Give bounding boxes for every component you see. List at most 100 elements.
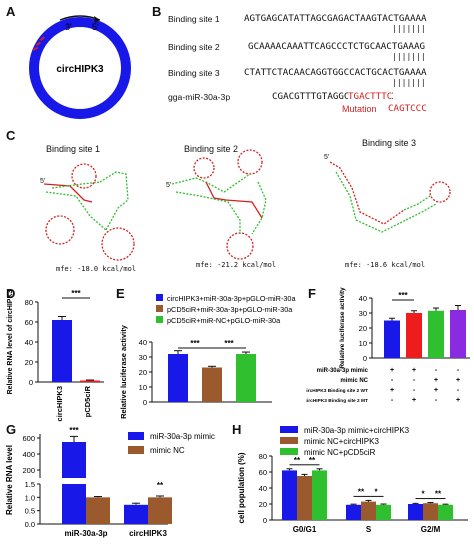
table-cell: - xyxy=(457,367,460,374)
table-row-label: mimic NC xyxy=(340,378,368,384)
legend-label: miR-30a-3p mimic+circHIPK3 xyxy=(304,426,410,435)
table-cell: + xyxy=(390,367,394,374)
arrow-head-icon xyxy=(94,16,100,23)
x-tick-label: G2/M xyxy=(421,525,441,534)
mirna-label: gga-miR-30a-3p xyxy=(168,92,231,102)
table-cell: + xyxy=(434,387,438,394)
legend-swatch xyxy=(156,305,163,312)
table-cell: + xyxy=(390,387,394,394)
mirna-seed-highlight: TGACTTTC xyxy=(348,91,393,102)
y-tick-label: 10 xyxy=(359,339,367,348)
bar xyxy=(312,470,327,520)
bar xyxy=(376,504,391,520)
panel-letter-g: G xyxy=(6,422,17,437)
y-axis-label: Relative RNA level xyxy=(5,445,14,515)
y-tick-label: 0 xyxy=(263,516,267,525)
y-tick-label: 30 xyxy=(139,353,147,362)
y-tick-label: 80 xyxy=(25,298,33,307)
structure-1 xyxy=(43,163,135,261)
pairing-bars-3: ||||||| xyxy=(392,78,426,87)
x-tick-label: G0/G1 xyxy=(293,525,317,534)
table-cell: - xyxy=(391,397,394,404)
mirna-seq: CGACGTTTGTAGGCTGACTTTC xyxy=(272,91,394,102)
sig-label: *** xyxy=(224,339,234,348)
bar xyxy=(408,504,423,520)
panel-letter-h: H xyxy=(232,422,242,437)
panel-letter-e: E xyxy=(116,286,125,301)
y-axis-label: cell population (%) xyxy=(237,452,246,523)
panel-letter-b: B xyxy=(152,4,162,19)
table-cell: - xyxy=(413,387,416,394)
sig-label: *** xyxy=(398,291,408,300)
table-cell: + xyxy=(434,377,438,384)
table-cell: - xyxy=(457,387,460,394)
structure-1-5prime: 5' xyxy=(40,178,46,185)
bar xyxy=(384,320,400,358)
legend-swatch xyxy=(128,432,144,440)
x-tick-label: circHIPK3 xyxy=(55,386,64,421)
rna-structure-drawings xyxy=(43,149,451,261)
chart-g: 200 400 600 0.0 0.5 1.0 1.5 Relative RNA level m… xyxy=(5,426,215,538)
y-tick-label: 20 xyxy=(259,500,267,509)
y-axis-label: Relative luciferase activity xyxy=(119,324,128,419)
legend-swatch xyxy=(280,437,298,444)
bar xyxy=(361,501,376,520)
sig-label: ** xyxy=(309,456,316,465)
bar xyxy=(346,504,361,520)
chart-f: 0 10 20 30 40 Relative luciferase activity ***… xyxy=(306,287,470,404)
legend-swatch xyxy=(156,294,163,301)
bar-lower xyxy=(62,484,86,524)
legend-label: mimic NC+circHIPK3 xyxy=(304,437,379,446)
site-mark xyxy=(32,46,39,51)
mutation-seq: CAGTCCC xyxy=(388,103,427,114)
bar xyxy=(52,320,72,382)
structure-3-mfe: mfe: -18.6 kcal/mol xyxy=(345,261,426,269)
sig-label: * xyxy=(421,490,425,499)
table-cell: - xyxy=(435,397,438,404)
panel-letter-a: A xyxy=(6,4,16,19)
bar xyxy=(80,380,100,382)
structure-2-5prime: 5' xyxy=(166,182,172,189)
binding-site-3-seq: CTATTCTACAACAGGTGGCCACTGCACTGAAAA xyxy=(244,67,427,78)
y-axis-label: Relative luciferase activity xyxy=(339,287,346,369)
sig-label: * xyxy=(374,487,378,496)
chart-h: miR-30a-3p mimic+circHIPK3 mimic NC+circH… xyxy=(237,426,468,534)
binding-site-2-label: Binding site 2 xyxy=(168,42,220,52)
legend-label: miR-30a-3p mimic xyxy=(150,432,215,441)
y-axis-label: Relative RNA level of circHIPK3 xyxy=(7,290,14,395)
table-cell: + xyxy=(456,397,460,404)
x-tick-label: pCD5ciR xyxy=(83,385,92,417)
legend-swatch xyxy=(280,426,298,433)
y-tick-label: 60 xyxy=(259,468,267,477)
structure-3 xyxy=(329,161,451,233)
bar-upper xyxy=(62,442,86,478)
five-prime-label: 5' xyxy=(92,22,99,32)
binding-site-1-label: Binding site 1 xyxy=(168,14,220,24)
pairing-bars-2: ||||||| xyxy=(392,52,426,61)
binding-site-2-seq: GCAAAACAAATTCAGCCCTCTGCAACTGAAAG xyxy=(248,41,426,52)
y-tick-label: 40 xyxy=(25,338,33,347)
table-cell: - xyxy=(391,377,394,384)
site-mark xyxy=(39,36,45,42)
table-cell: + xyxy=(412,397,416,404)
table-row-label: circHIPK3 Binding site 2 MT xyxy=(306,398,368,404)
bar xyxy=(124,504,148,524)
bar xyxy=(297,476,312,520)
legend-label: mimic NC+pCD5ciR xyxy=(304,448,376,457)
table-cell: - xyxy=(413,377,416,384)
legend-swatch xyxy=(128,446,144,454)
y-tick-label: 20 xyxy=(139,368,147,377)
bar xyxy=(168,354,188,402)
binding-site-1-seq: AGTGAGCATATTAGCGAGACTAAGTACTGAAAA xyxy=(244,13,427,24)
legend-label: mimic NC xyxy=(150,446,185,455)
structure-2-title: Binding site 2 xyxy=(184,144,239,154)
structure-2 xyxy=(171,149,267,260)
legend-label: circHIPK3+miR-30a-3p+pGLO-miR-30a xyxy=(167,294,296,303)
bar xyxy=(282,470,297,520)
structure-3-5prime: 5' xyxy=(324,154,330,161)
bar xyxy=(438,504,453,520)
y-tick-label: 10 xyxy=(139,383,147,392)
structure-2-mfe: mfe: -21.2 kcal/mol xyxy=(196,261,277,269)
sig-label: *** xyxy=(190,339,200,348)
site-mark xyxy=(35,41,42,46)
